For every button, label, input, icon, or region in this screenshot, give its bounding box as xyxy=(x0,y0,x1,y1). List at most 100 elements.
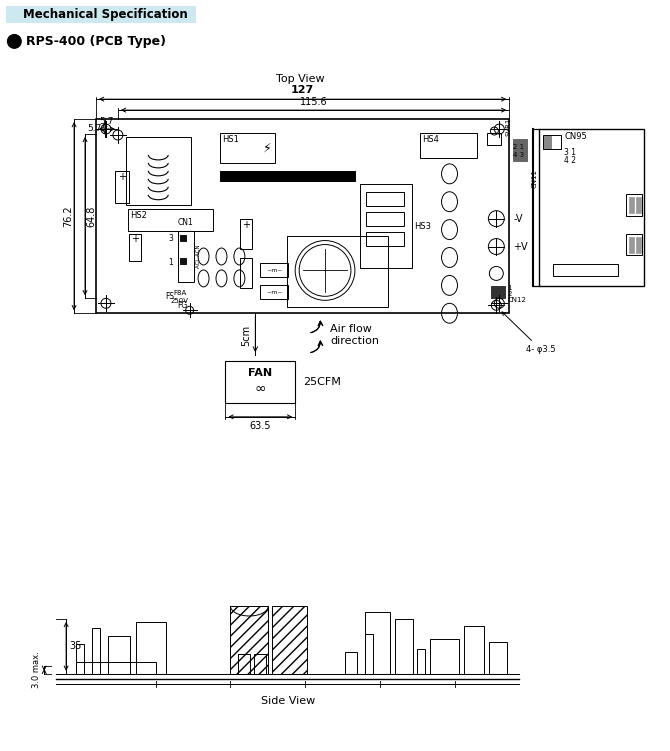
Bar xyxy=(513,139,527,161)
Text: 5.7: 5.7 xyxy=(88,123,102,132)
Text: +: + xyxy=(131,234,139,243)
Text: 2 1: 2 1 xyxy=(513,144,525,150)
Text: -V: -V xyxy=(513,213,523,224)
Text: Top View: Top View xyxy=(276,74,324,84)
Bar xyxy=(255,654,266,674)
Text: Air flow
direction: Air flow direction xyxy=(330,324,379,346)
Bar xyxy=(365,634,373,674)
Text: +: + xyxy=(118,172,126,182)
Circle shape xyxy=(7,35,21,48)
Bar xyxy=(261,285,288,300)
Bar xyxy=(108,636,130,674)
Bar xyxy=(419,133,478,158)
Bar xyxy=(366,192,404,206)
Bar xyxy=(491,286,505,298)
Bar xyxy=(128,209,212,231)
Bar xyxy=(220,133,275,163)
Bar xyxy=(365,612,390,674)
Bar xyxy=(429,639,460,674)
Text: FS: FS xyxy=(165,292,174,301)
Bar xyxy=(553,264,618,276)
Bar xyxy=(226,361,295,403)
Bar xyxy=(230,606,268,674)
Bar xyxy=(626,194,642,216)
Bar xyxy=(9,10,19,20)
Bar xyxy=(136,622,165,674)
Text: 63.5: 63.5 xyxy=(249,421,271,431)
Bar xyxy=(261,264,288,277)
Text: 4 2: 4 2 xyxy=(564,156,576,165)
Bar xyxy=(7,5,196,23)
Bar xyxy=(241,219,253,249)
Text: CN11: CN11 xyxy=(531,169,537,189)
Text: 127: 127 xyxy=(291,85,314,95)
Bar xyxy=(220,170,355,181)
Text: HS2: HS2 xyxy=(130,211,147,220)
Text: 5cm: 5cm xyxy=(241,324,251,345)
Bar xyxy=(395,619,413,674)
Bar xyxy=(636,237,641,252)
Text: 250V: 250V xyxy=(171,298,189,304)
Text: CN95: CN95 xyxy=(564,132,587,141)
Text: 4 3: 4 3 xyxy=(513,152,525,158)
Text: ∞: ∞ xyxy=(255,382,266,396)
Text: ⚡: ⚡ xyxy=(263,141,271,155)
Bar xyxy=(628,237,634,252)
Text: 3: 3 xyxy=(168,234,173,243)
Bar xyxy=(92,628,100,674)
Text: 2: 2 xyxy=(507,291,512,297)
Text: CN1: CN1 xyxy=(178,218,194,227)
Text: 1: 1 xyxy=(507,285,512,291)
Bar xyxy=(76,644,84,674)
Text: SVR1: SVR1 xyxy=(505,118,511,136)
Text: +: + xyxy=(243,219,251,230)
Bar xyxy=(287,236,388,307)
Text: 25CFM: 25CFM xyxy=(303,377,341,387)
Bar xyxy=(96,119,509,313)
Bar xyxy=(626,234,642,255)
Text: HS3: HS3 xyxy=(413,222,431,231)
Bar xyxy=(417,649,425,674)
Bar xyxy=(272,606,307,674)
Bar xyxy=(366,212,404,225)
Bar xyxy=(544,136,551,148)
Text: 3 1: 3 1 xyxy=(564,149,576,158)
Text: CN12: CN12 xyxy=(507,297,526,303)
Text: FAN: FAN xyxy=(249,368,273,378)
Bar xyxy=(129,234,141,261)
Bar xyxy=(76,662,155,674)
Text: 64.8: 64.8 xyxy=(86,206,96,227)
Bar xyxy=(543,135,561,149)
Bar xyxy=(464,626,484,674)
Bar xyxy=(345,652,357,674)
Text: ~m~: ~m~ xyxy=(266,268,283,273)
Text: HS4: HS4 xyxy=(421,135,438,144)
Bar xyxy=(628,197,634,213)
Bar xyxy=(487,133,501,145)
Bar xyxy=(366,231,404,246)
Bar xyxy=(360,184,411,268)
Bar xyxy=(241,258,253,288)
Bar xyxy=(539,129,644,286)
Text: 5.7: 5.7 xyxy=(100,117,114,126)
Bar xyxy=(180,234,186,240)
Text: +V: +V xyxy=(513,242,528,252)
Text: 115.6: 115.6 xyxy=(299,97,328,107)
Bar xyxy=(178,231,194,282)
Text: F8A: F8A xyxy=(173,291,186,297)
Text: 76.2: 76.2 xyxy=(63,205,73,227)
Text: HS1: HS1 xyxy=(222,135,239,144)
Bar xyxy=(180,258,186,264)
Bar xyxy=(239,654,251,674)
Text: 1: 1 xyxy=(168,258,173,267)
Bar xyxy=(126,137,190,205)
Text: 35: 35 xyxy=(69,641,82,651)
Bar xyxy=(115,170,129,203)
Text: ACL ACN: ACL ACN xyxy=(196,245,200,268)
Text: ~m~: ~m~ xyxy=(266,290,283,295)
Bar xyxy=(489,642,507,674)
Bar xyxy=(636,197,641,213)
Text: Side View: Side View xyxy=(261,695,315,706)
Text: Mechanical Specification: Mechanical Specification xyxy=(23,8,188,21)
Text: RPS-400 (PCB Type): RPS-400 (PCB Type) xyxy=(26,35,166,48)
